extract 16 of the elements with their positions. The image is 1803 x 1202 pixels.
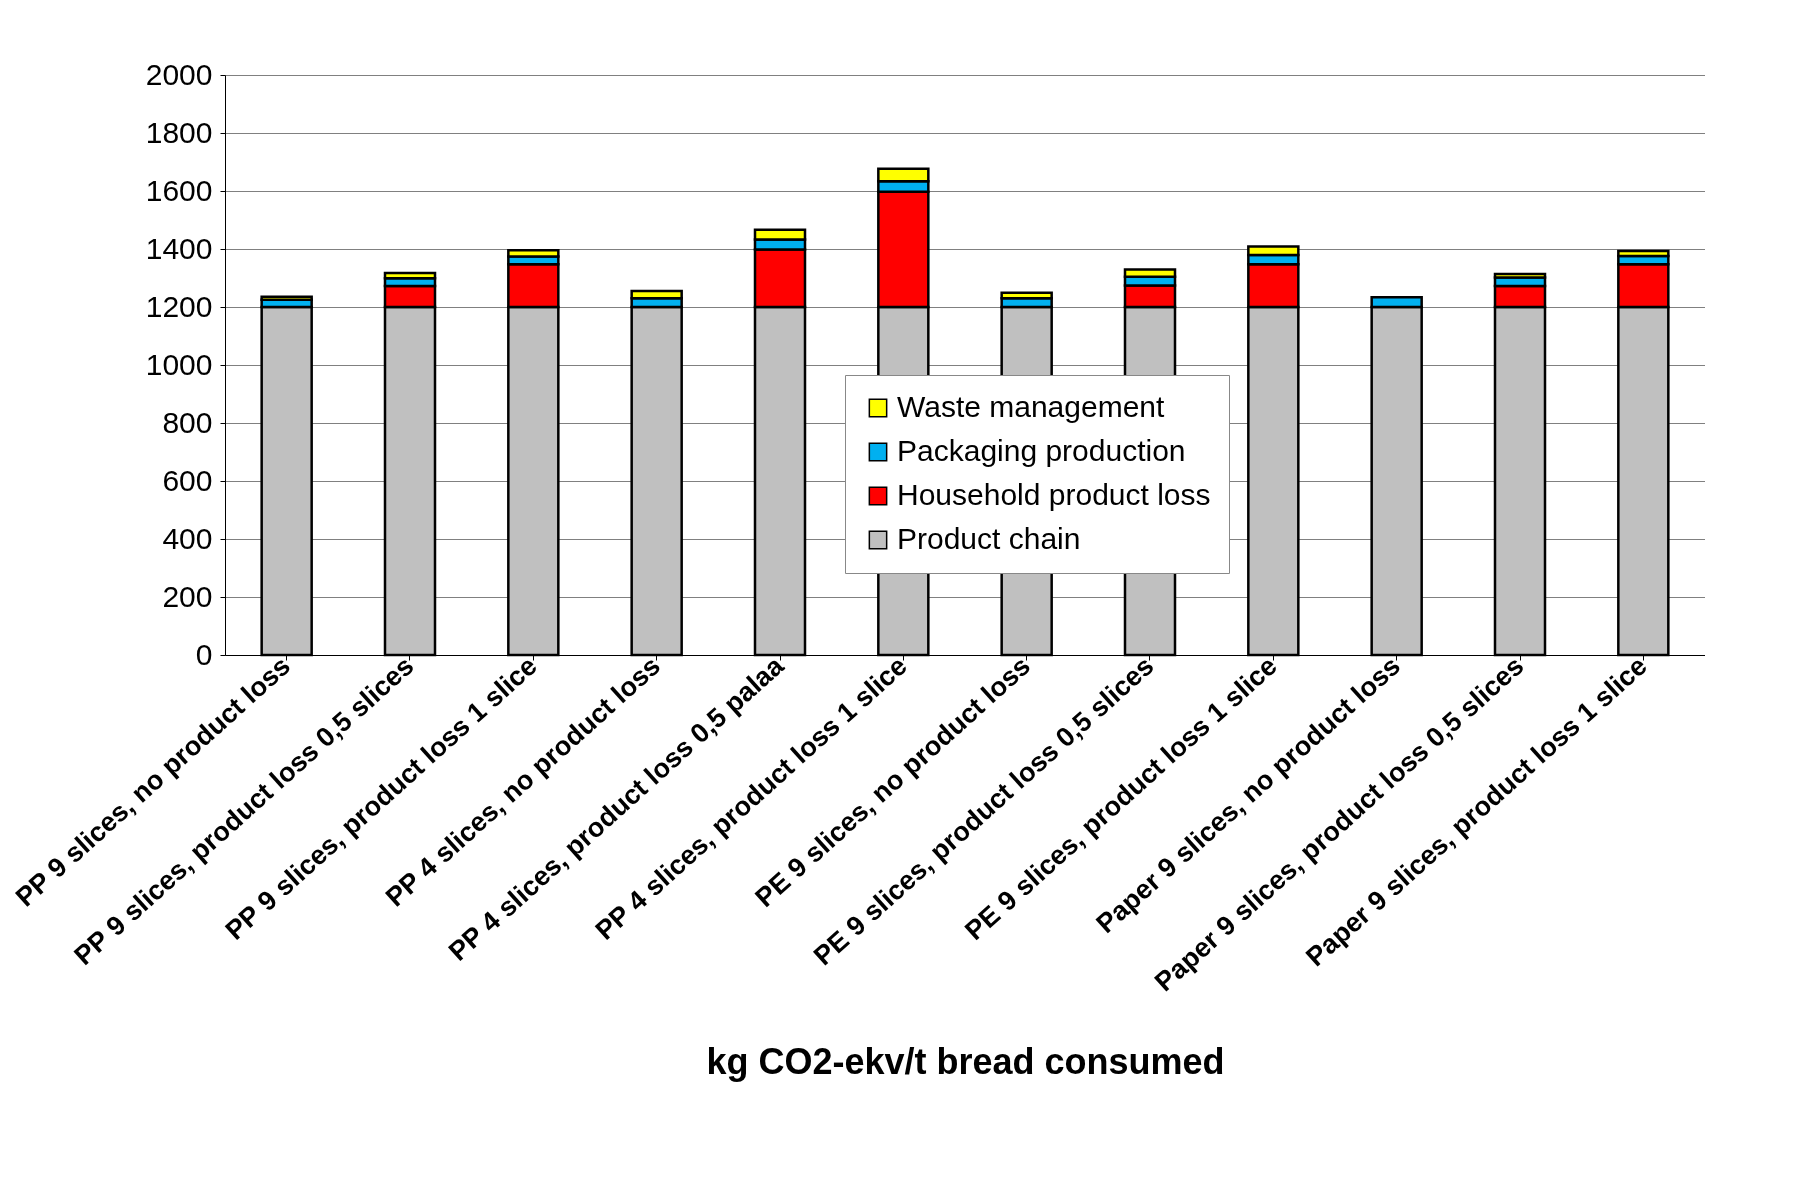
y-tick-label: 1600 (145, 173, 213, 207)
y-tick-label: 1400 (145, 231, 213, 265)
y-tick-label: 600 (162, 463, 213, 497)
y-tick-label: 800 (162, 405, 213, 439)
x-axis-title: kg CO2-ekv/t bread consumed (706, 1040, 1225, 1082)
legend-label: Household product loss (897, 478, 1211, 511)
y-tick-label: 0 (195, 637, 213, 671)
y-tick-label: 400 (162, 521, 213, 555)
y-tick-label: 1000 (145, 347, 213, 381)
legend-label: Packaging production (897, 434, 1186, 467)
y-tick-label: 200 (162, 579, 213, 613)
y-tick-label: 1200 (145, 289, 213, 323)
legend-label: Product chain (897, 522, 1081, 555)
y-tick-label: 2000 (145, 57, 213, 91)
legend-label: Waste management (897, 390, 1166, 423)
y-tick-label: 1800 (145, 115, 213, 149)
